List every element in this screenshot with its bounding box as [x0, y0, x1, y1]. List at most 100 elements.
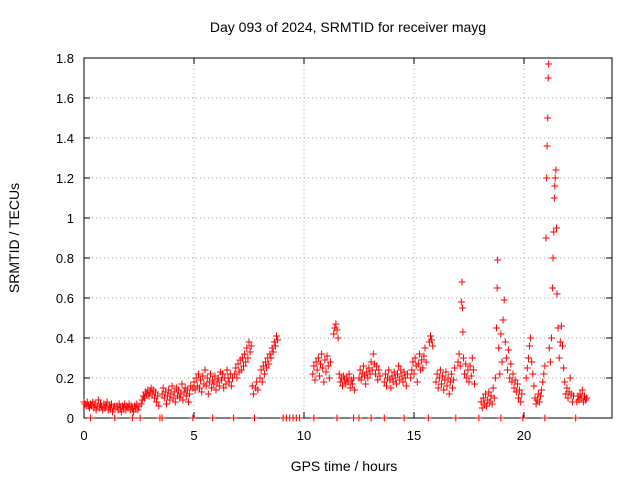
data-point: [540, 370, 548, 378]
data-point: [323, 352, 331, 360]
data-point: [367, 414, 375, 422]
y-tick-label: 1.8: [56, 51, 74, 66]
data-point: [403, 370, 411, 378]
data-point: [548, 334, 555, 342]
data-point: [209, 414, 217, 422]
data-point: [311, 376, 319, 384]
data-point: [541, 362, 549, 370]
data-point: [310, 362, 318, 370]
data-point: [130, 408, 137, 416]
data-point: [348, 380, 356, 388]
data-point: [559, 342, 566, 350]
data-point: [510, 384, 518, 392]
data-point: [189, 414, 197, 422]
data-point: [241, 350, 249, 358]
data-point: [273, 332, 280, 340]
data-point: [231, 370, 239, 378]
data-point: [428, 336, 436, 344]
data-point: [265, 360, 273, 368]
data-point: [438, 380, 445, 388]
data-point: [240, 362, 247, 370]
data-point: [254, 386, 262, 394]
data-point: [128, 414, 136, 422]
data-point: [209, 376, 217, 384]
data-point: [153, 398, 161, 406]
data-point: [256, 374, 264, 382]
data-point: [251, 414, 258, 422]
data-point: [203, 374, 211, 382]
y-tick-label: 1.4: [56, 131, 74, 146]
data-point: [364, 374, 372, 382]
data-point: [468, 354, 476, 362]
data-point: [154, 392, 162, 400]
data-point: [500, 296, 508, 304]
data-point: [467, 372, 475, 380]
data-point: [409, 358, 417, 366]
data-point: [87, 414, 95, 422]
data-point: [334, 334, 342, 342]
data-point: [194, 370, 202, 378]
data-point: [242, 358, 250, 366]
data-point: [274, 336, 282, 344]
grid: [84, 58, 612, 418]
y-axis-label: SRMTID / TECUs: [6, 183, 22, 293]
data-point: [420, 352, 428, 360]
data-point: [496, 370, 504, 378]
data-point: [543, 174, 551, 182]
data-point: [515, 394, 522, 402]
data-point: [539, 378, 547, 386]
data-point: [410, 370, 418, 378]
data-point: [493, 324, 500, 332]
data-point: [207, 370, 214, 378]
data-point: [309, 370, 317, 378]
data-point: [519, 414, 527, 422]
data-point: [178, 380, 186, 388]
data-point: [434, 384, 442, 392]
data-point: [333, 414, 341, 422]
y-tick-label: 1.2: [56, 171, 74, 186]
y-tick-label: 0.2: [56, 371, 74, 386]
y-tick-label: 1.6: [56, 91, 74, 106]
data-point: [394, 370, 401, 378]
data-point: [407, 374, 415, 382]
y-tick-label: 1: [67, 211, 74, 226]
data-point: [230, 414, 238, 422]
data-point: [458, 304, 466, 312]
data-point: [380, 378, 388, 386]
data-point: [232, 364, 240, 372]
data-point: [550, 194, 558, 202]
data-point: [546, 358, 554, 366]
data-point: [213, 378, 221, 386]
data-point: [324, 362, 332, 370]
data-point: [451, 364, 459, 372]
data-point: [175, 386, 183, 394]
data-point: [501, 338, 509, 346]
data-point: [447, 370, 455, 378]
data-point: [524, 354, 532, 362]
data-point: [497, 330, 505, 338]
data-point: [535, 398, 543, 406]
data-point: [336, 378, 344, 386]
data-point: [332, 320, 340, 328]
data-point: [463, 374, 471, 382]
data-point: [201, 366, 209, 374]
data-point: [381, 370, 389, 378]
data-point: [583, 394, 591, 402]
x-tick-label: 5: [190, 428, 197, 443]
data-point: [494, 256, 502, 264]
data-point: [432, 378, 440, 386]
chart-title: Day 093 of 2024, SRMTID for receiver may…: [210, 19, 486, 35]
data-point: [466, 362, 474, 370]
data-point: [475, 414, 483, 422]
data-point: [134, 406, 142, 414]
data-point: [556, 338, 564, 346]
data-point: [564, 394, 572, 402]
data-point: [442, 368, 450, 376]
data-point: [326, 358, 334, 366]
data-point: [465, 378, 473, 386]
data-point: [355, 414, 363, 422]
data-point: [502, 354, 510, 362]
data-point: [179, 396, 187, 404]
data-point: [199, 372, 207, 380]
x-tick-label: 15: [407, 428, 421, 443]
